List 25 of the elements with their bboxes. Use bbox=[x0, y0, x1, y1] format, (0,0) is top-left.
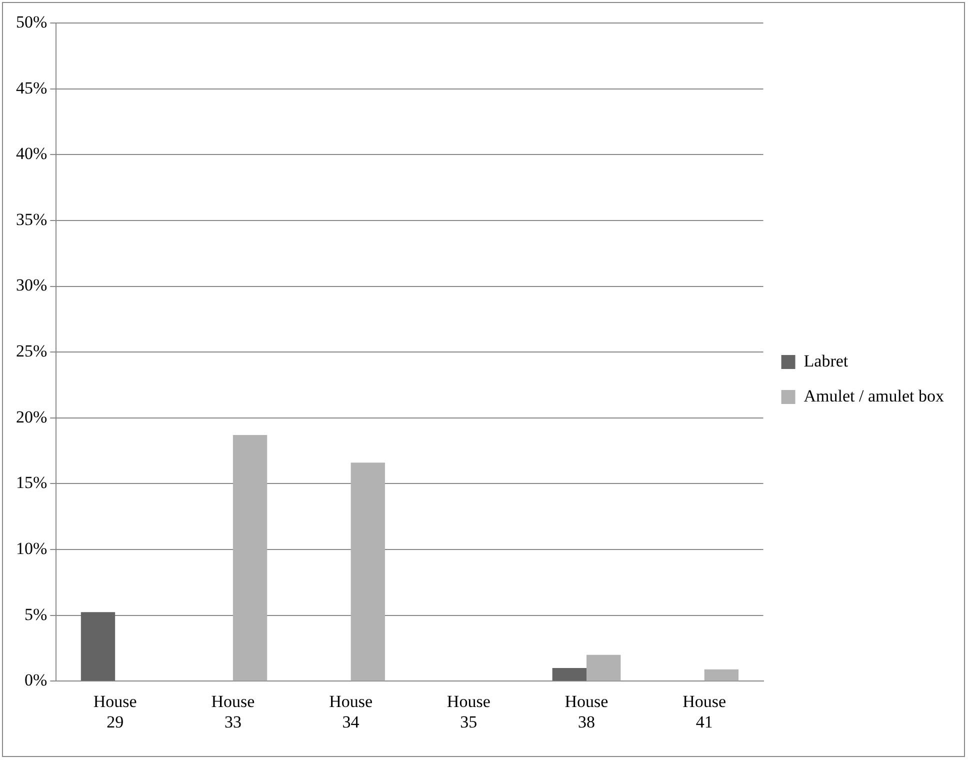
bar bbox=[232, 435, 268, 681]
legend-label: Labret bbox=[804, 351, 848, 370]
legend-label: Amulet / amulet box bbox=[804, 386, 944, 406]
bar bbox=[586, 654, 621, 681]
y-tick-label: 30% bbox=[16, 276, 48, 295]
y-tick-label: 10% bbox=[16, 539, 48, 558]
y-tick-label: 5% bbox=[24, 604, 48, 624]
x-tick-label: House 41 bbox=[682, 692, 726, 732]
y-tick-label: 35% bbox=[16, 210, 48, 229]
x-tick-label: House 34 bbox=[329, 692, 373, 732]
y-tick-label: 15% bbox=[16, 473, 48, 492]
bar bbox=[704, 669, 739, 681]
bar bbox=[552, 668, 586, 681]
y-tick-label: 50% bbox=[16, 12, 48, 32]
bar bbox=[80, 612, 116, 681]
y-tick-label: 0% bbox=[24, 670, 48, 690]
y-tick-label: 45% bbox=[16, 78, 48, 98]
x-tick-label: House 38 bbox=[564, 692, 608, 732]
y-tick-label: 20% bbox=[16, 407, 48, 426]
y-tick-label: 40% bbox=[16, 144, 48, 164]
y-tick-label: 25% bbox=[16, 342, 48, 361]
x-tick-label: House 29 bbox=[93, 692, 137, 732]
x-tick-label: House 35 bbox=[446, 692, 490, 732]
x-tick-label: House 33 bbox=[211, 692, 255, 732]
bar bbox=[350, 462, 385, 681]
